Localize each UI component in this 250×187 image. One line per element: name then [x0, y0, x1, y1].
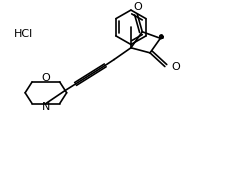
Text: O: O — [133, 2, 142, 12]
Text: O: O — [172, 62, 180, 72]
Text: N: N — [42, 102, 50, 112]
Text: O: O — [42, 73, 50, 83]
Text: HCl: HCl — [14, 29, 33, 39]
